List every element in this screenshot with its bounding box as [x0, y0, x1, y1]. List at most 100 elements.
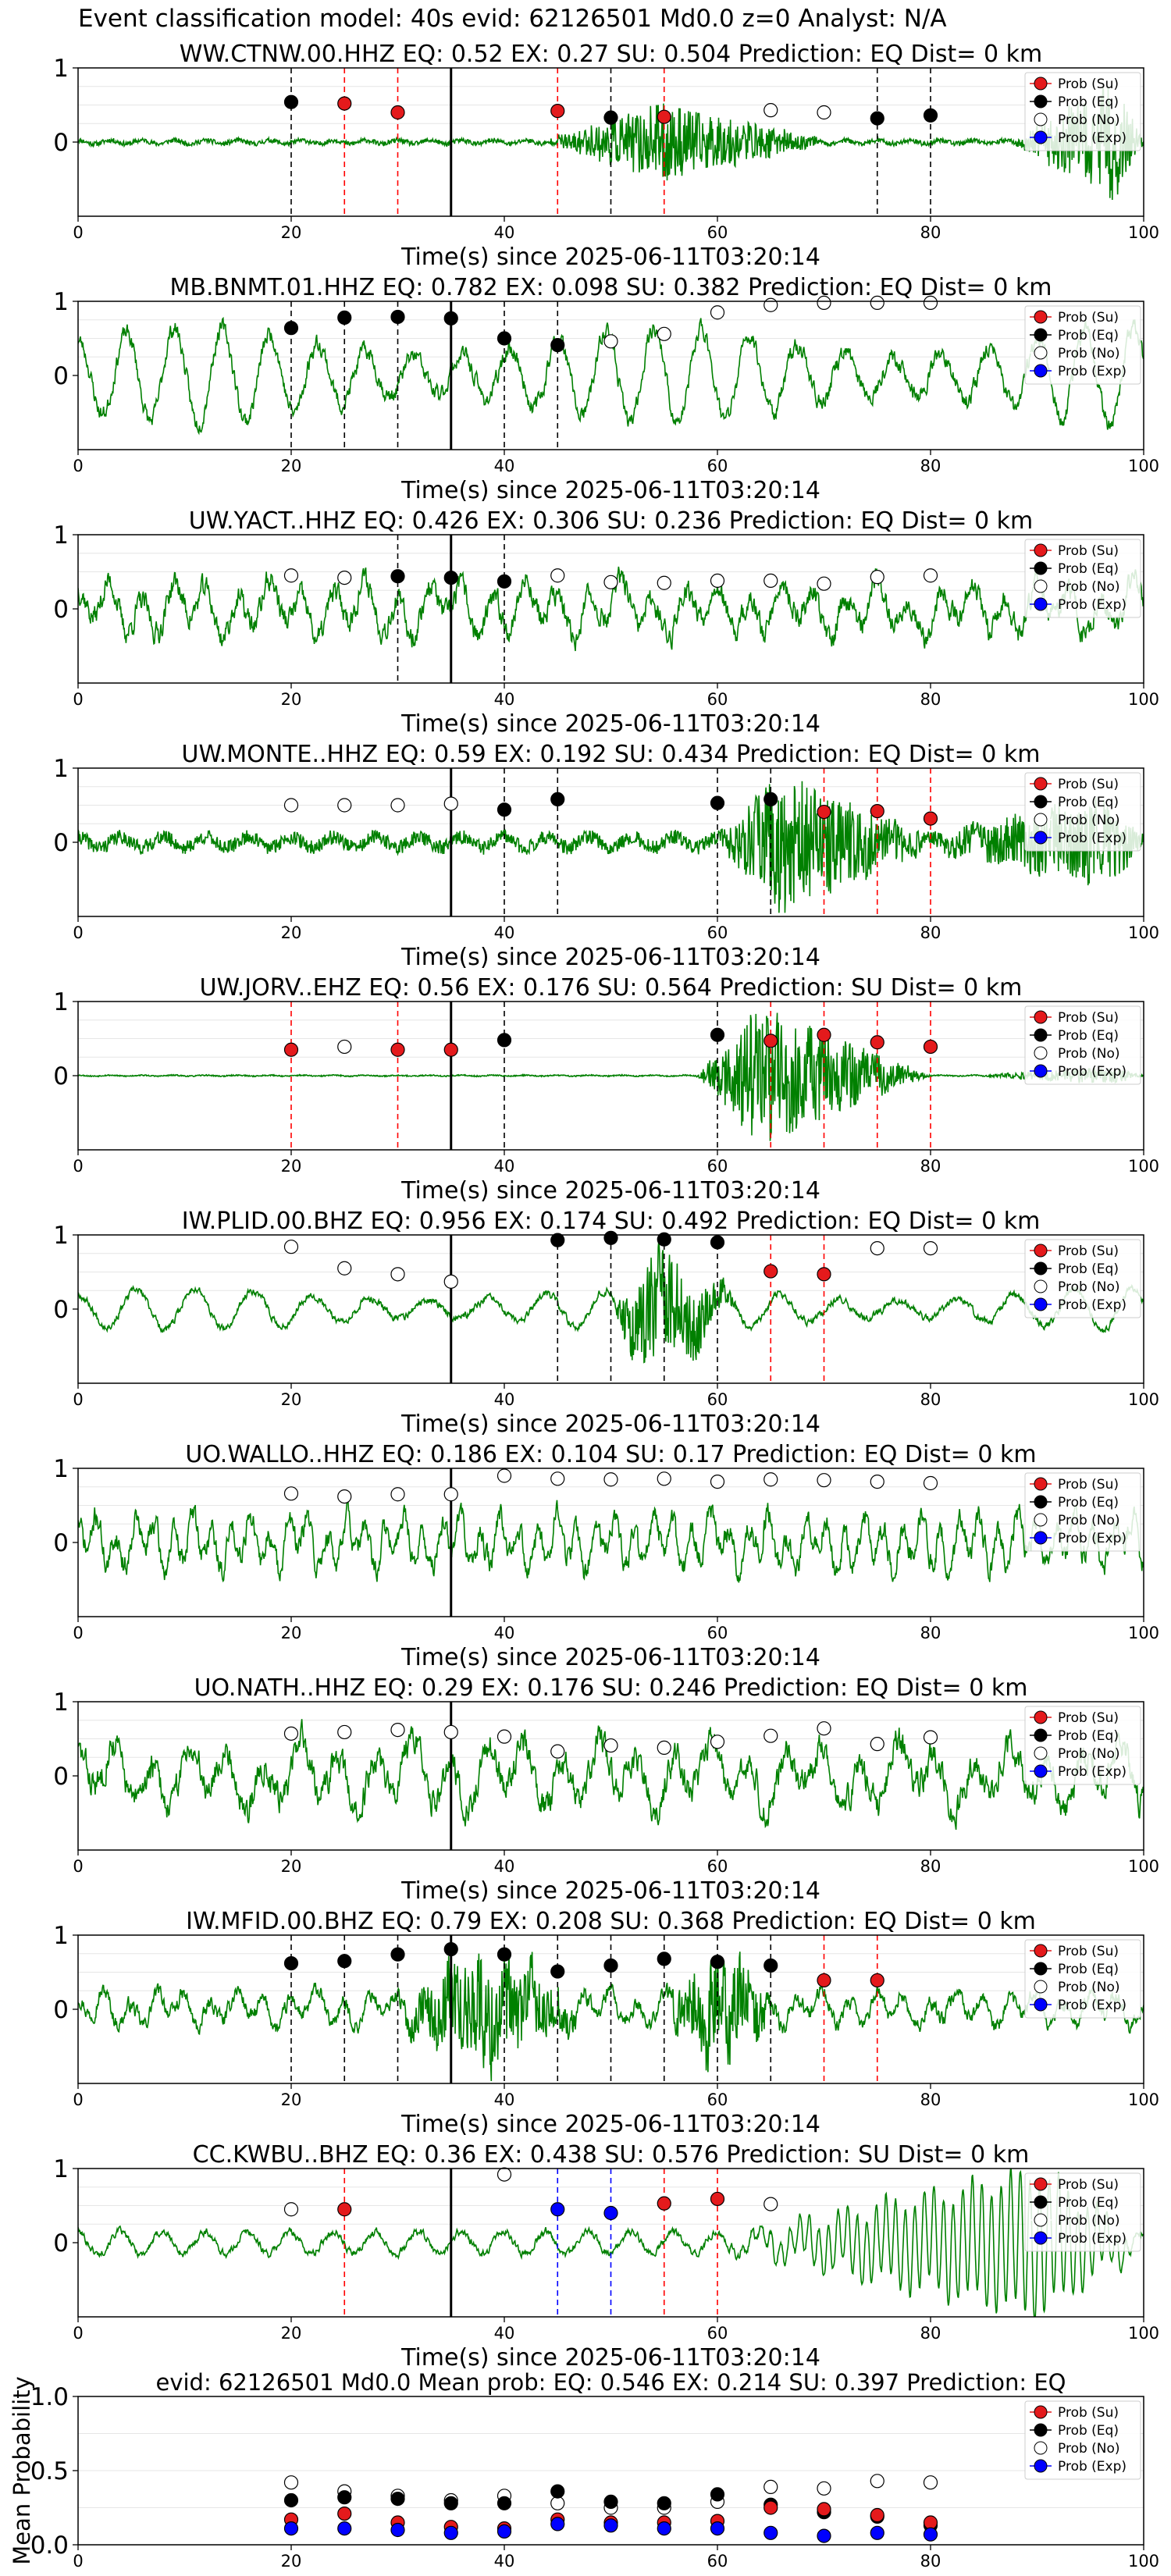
legend-frame — [1024, 1472, 1141, 1552]
legend-marker-eq — [1034, 1495, 1048, 1509]
y-tick-label: 1.0 — [30, 2383, 69, 2411]
panel-6: IW.PLID.00.BHZ EQ: 0.956 EX: 0.174 SU: 0… — [53, 1208, 1159, 1438]
prob-point-eq — [283, 1956, 299, 1971]
prob-point-no — [763, 103, 778, 118]
mean-point-su — [763, 2500, 778, 2515]
legend-marker-exp — [1034, 130, 1048, 144]
legend: Prob (Su) Prob (Eq) Prob (No) Prob (Exp) — [1024, 539, 1141, 618]
prob-point-eq — [390, 569, 405, 584]
waveform — [78, 1498, 1144, 1583]
x-tick-label: 100 — [1128, 1390, 1159, 1409]
mean-point-su — [337, 2507, 352, 2521]
legend-label-no: Prob (No) — [1058, 2213, 1120, 2229]
x-tick-label: 40 — [494, 690, 515, 709]
prob-point-exp — [603, 2205, 618, 2221]
waveform — [78, 1240, 1144, 1364]
legend-marker-eq — [1034, 1728, 1048, 1742]
prob-point-no — [283, 568, 299, 583]
x-tick-label: 20 — [281, 1857, 302, 1876]
panel-title: MB.BNMT.01.HHZ EQ: 0.782 EX: 0.098 SU: 0… — [170, 274, 1052, 301]
x-tick-label: 20 — [281, 2090, 302, 2109]
x-tick-label: 100 — [1128, 1624, 1159, 1642]
prob-point-no — [337, 1039, 352, 1055]
legend-frame — [1024, 539, 1141, 618]
prob-point-eq — [657, 1952, 671, 1966]
legend-label-eq: Prob (Eq) — [1058, 1728, 1119, 1744]
prob-point-no — [923, 1730, 938, 1745]
mean-point-no — [923, 2475, 938, 2490]
x-tick-label: 80 — [920, 923, 941, 942]
legend-label-su: Prob (Su) — [1058, 76, 1119, 92]
x-axis-label: Time(s) since 2025-06-11T03:20:14 — [400, 2111, 820, 2138]
prob-point-su — [870, 1035, 884, 1050]
prob-point-no — [283, 2202, 299, 2217]
legend-frame — [1024, 1706, 1141, 1785]
x-tick-label: 80 — [920, 2090, 941, 2109]
legend-marker-no — [1034, 1980, 1048, 1994]
prob-point-no — [337, 1724, 352, 1740]
mean-point-no — [763, 2479, 778, 2494]
x-tick-label: 60 — [707, 457, 728, 475]
legend-label-su: Prob (Su) — [1058, 1244, 1119, 1259]
waveform-group — [78, 1498, 1144, 1583]
x-tick-label: 100 — [1128, 2552, 1159, 2571]
prob-point-su — [337, 2202, 352, 2217]
legend-marker-su — [1034, 2405, 1048, 2419]
legend-marker-eq — [1034, 795, 1048, 809]
x-tick-label: 60 — [707, 2324, 728, 2343]
legend-marker-su — [1034, 76, 1048, 91]
y-tick-label: 1 — [53, 755, 69, 783]
waveform-group — [78, 781, 1144, 913]
prob-point-su — [337, 96, 352, 111]
mean-point-no — [283, 2475, 299, 2490]
y-tick-label: 0 — [53, 829, 69, 857]
prob-point-su — [817, 1027, 831, 1042]
prob-point-no — [817, 1473, 831, 1488]
prob-point-no — [870, 1737, 884, 1752]
prob-point-no — [763, 1728, 778, 1743]
prob-point-no — [337, 798, 352, 813]
waveform-group — [78, 1240, 1144, 1364]
x-tick-label: 40 — [494, 1157, 515, 1176]
x-tick-label: 80 — [920, 223, 941, 242]
prob-point-eq — [283, 321, 299, 336]
x-tick-label: 40 — [494, 1624, 515, 1642]
prob-point-no — [603, 334, 618, 349]
x-axis-label: Time(s) since 2025-06-11T03:20:14 — [400, 1644, 820, 1671]
legend-label-exp: Prob (Exp) — [1058, 364, 1127, 379]
legend-marker-eq — [1034, 2195, 1048, 2209]
prob-point-eq — [710, 1955, 725, 1969]
x-tick-label: 20 — [281, 457, 302, 475]
mean-point-exp — [657, 2521, 671, 2536]
legend-label-su: Prob (Su) — [1058, 310, 1119, 326]
legend-label-exp: Prob (Exp) — [1058, 130, 1127, 146]
y-tick-label: 0 — [53, 1529, 69, 1557]
prob-point-eq — [603, 1230, 618, 1245]
panel-title: WW.CTNW.00.HHZ EQ: 0.52 EX: 0.27 SU: 0.5… — [180, 41, 1042, 68]
legend: Prob (Su) Prob (Eq) Prob (No) Prob (Exp) — [1024, 1706, 1141, 1785]
legend-label-no: Prob (No) — [1058, 579, 1120, 595]
legend-frame — [1024, 2172, 1141, 2252]
mean-point-exp — [550, 2517, 565, 2532]
mean-point-no — [870, 2474, 884, 2489]
x-tick-label: 0 — [73, 223, 83, 242]
prob-point-eq — [550, 1233, 565, 1247]
prob-point-eq — [550, 792, 565, 807]
legend-marker-no — [1034, 579, 1048, 593]
y-tick-label: 1 — [53, 521, 69, 550]
x-axis-label: Time(s) since 2025-06-11T03:20:14 — [400, 2344, 820, 2371]
waveform-group — [78, 1719, 1144, 1831]
legend-label-eq: Prob (Eq) — [1058, 1495, 1119, 1510]
prob-point-no — [443, 1274, 458, 1289]
legend-label-no: Prob (No) — [1058, 1046, 1120, 1062]
legend-marker-exp — [1034, 831, 1048, 845]
prob-point-eq — [763, 792, 778, 807]
legend-frame — [1024, 1005, 1141, 1085]
legend-marker-no — [1034, 1046, 1048, 1060]
legend-marker-no — [1034, 2213, 1048, 2227]
x-tick-label: 0 — [73, 457, 83, 475]
x-tick-label: 80 — [920, 2552, 941, 2571]
prob-point-no — [283, 798, 299, 813]
